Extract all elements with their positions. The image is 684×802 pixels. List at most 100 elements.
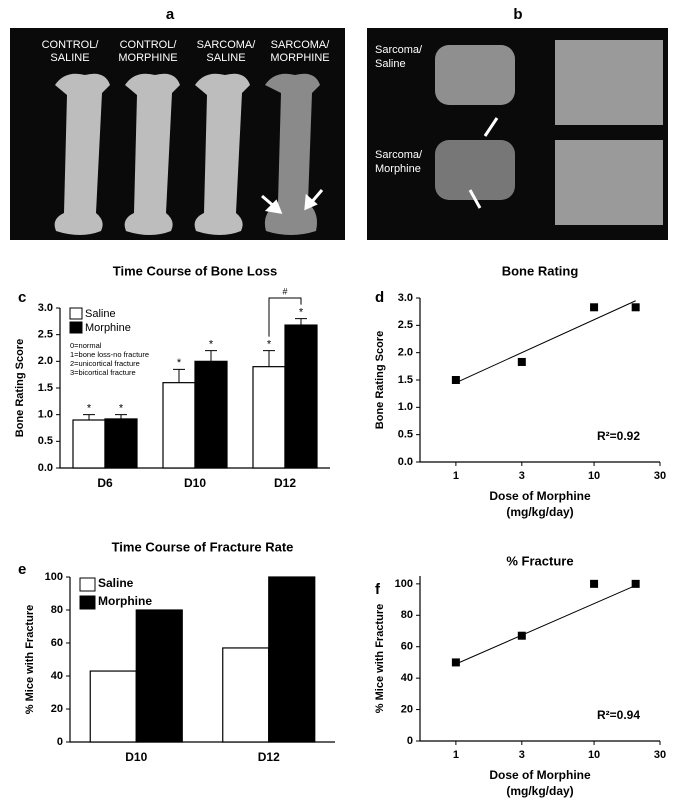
image-label: MORPHINE: [118, 52, 177, 64]
y-tick-label: 0: [57, 736, 63, 748]
fit-line: [455, 584, 636, 665]
y-tick-label: 2.0: [38, 355, 53, 367]
y-tick-label: 20: [401, 703, 413, 715]
y-tick-label: 1.0: [38, 409, 53, 421]
legend-note: 3=bicortical fracture: [70, 368, 136, 377]
image-label: Sarcoma/: [375, 149, 423, 161]
x-tick-label: 10: [588, 749, 600, 761]
image-label: SALINE: [50, 52, 89, 64]
fit-line: [455, 300, 636, 384]
arrows: [261, 189, 324, 214]
x-axis-label: Dose of Morphine: [489, 489, 591, 503]
legend-note: 0=normal: [70, 341, 102, 350]
legend-swatch: [69, 307, 83, 320]
annotation: R²=0.92: [597, 429, 640, 443]
y-tick-label: 2.5: [38, 329, 53, 341]
error-bar: [83, 414, 95, 420]
data-point: [451, 376, 460, 384]
arrows: [468, 117, 499, 209]
significance-marker: *: [267, 339, 272, 351]
panel-letter: e: [18, 561, 26, 578]
y-tick-label: 1.0: [398, 401, 413, 413]
error-bar: [205, 350, 217, 362]
x-tick-label: 30: [654, 749, 666, 761]
y-tick-label: 100: [395, 578, 413, 590]
significance-marker: *: [177, 357, 182, 369]
y-tick-label: 1.5: [38, 382, 53, 394]
y-tick-label: 40: [401, 672, 413, 684]
legend-note: 2=unicortical fracture: [70, 359, 140, 368]
y-tick-label: 0.0: [38, 462, 53, 474]
error-bar: [295, 318, 307, 326]
image-label: SARCOMA/: [271, 39, 331, 51]
y-tick-label: 3.0: [398, 292, 413, 304]
y-axis-label: Bone Rating Score: [14, 339, 26, 437]
chart-title: Bone Rating: [502, 263, 579, 278]
significance-marker: *: [299, 307, 304, 319]
bar: [252, 366, 286, 469]
x-tick-label: 3: [519, 749, 525, 761]
legend-swatch: [69, 321, 83, 334]
legend-label: Saline: [98, 576, 134, 590]
x-axis-label: (mg/kg/day): [506, 505, 573, 519]
bracket-label: #: [282, 286, 287, 296]
image-label: CONTROL/: [120, 39, 178, 51]
x-tick-label: D10: [184, 476, 206, 490]
data-point: [590, 579, 599, 588]
error-bar: [115, 414, 127, 419]
bones: [435, 40, 663, 225]
y-axis-label: Bone Rating Score: [374, 331, 386, 429]
bar: [194, 360, 228, 469]
data-point: [517, 357, 526, 366]
x-tick-label: 30: [654, 470, 666, 482]
y-tick-label: 0.5: [398, 429, 413, 441]
data-point: [517, 631, 526, 640]
y-tick-label: 80: [51, 604, 63, 616]
x-tick-label: D12: [274, 476, 296, 490]
x-tick-label: 1: [453, 749, 459, 761]
y-tick-label: 60: [401, 641, 413, 653]
y-tick-label: 20: [51, 703, 63, 715]
data-point: [631, 579, 640, 588]
y-tick-label: 40: [51, 670, 63, 682]
chart-title: Time Course of Fracture Rate: [112, 539, 294, 554]
data-point: [590, 303, 599, 312]
x-tick-label: 1: [453, 470, 459, 482]
bar: [222, 647, 270, 743]
y-axis-label: % Mice with Fracture: [374, 604, 386, 713]
error-bar: [173, 368, 185, 383]
image-label: MORPHINE: [270, 52, 329, 64]
error-bar: [263, 350, 275, 367]
legend-label: Morphine: [85, 322, 131, 334]
x-tick-label: D6: [97, 476, 113, 490]
x-tick-label: 3: [519, 470, 525, 482]
bar: [135, 609, 183, 743]
bar: [89, 670, 137, 743]
image-label: Sarcoma/: [375, 44, 423, 56]
x-axis-label: (mg/kg/day): [506, 784, 573, 798]
bones: [54, 73, 320, 235]
y-tick-label: 80: [401, 609, 413, 621]
y-tick-label: 0.0: [398, 456, 413, 468]
image-label: SARCOMA/: [197, 39, 257, 51]
image-label: CONTROL/: [42, 39, 100, 51]
y-tick-label: 1.5: [398, 374, 413, 386]
panel-letter: f: [375, 581, 381, 598]
image-label: Morphine: [375, 163, 421, 175]
bar: [72, 419, 106, 469]
legend-swatch: [79, 577, 96, 592]
bar: [284, 324, 318, 469]
x-tick-label: 10: [588, 470, 600, 482]
y-tick-label: 60: [51, 637, 63, 649]
legend-label: Morphine: [98, 594, 152, 608]
significance-marker: *: [119, 403, 124, 415]
data-point: [631, 303, 640, 312]
chart-title: Time Course of Bone Loss: [113, 263, 277, 278]
panel-letter: d: [375, 289, 384, 306]
y-axis-label: % Mice with Fracture: [24, 605, 36, 714]
x-tick-label: D10: [125, 750, 147, 764]
y-tick-label: 3.0: [38, 302, 53, 314]
y-tick-label: 100: [45, 571, 63, 583]
data-point: [451, 658, 460, 667]
